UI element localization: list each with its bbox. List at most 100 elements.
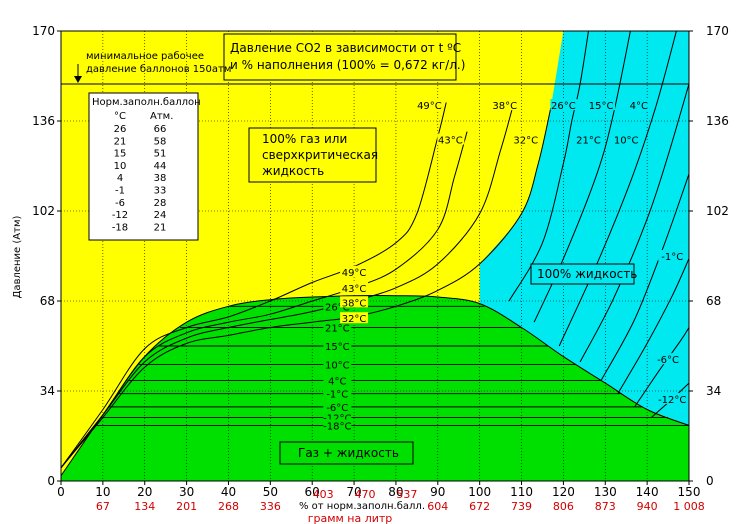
isotherm-label: 10°C xyxy=(614,136,639,147)
isotherm-curve xyxy=(558,30,677,347)
isotherm-label-bg xyxy=(613,133,641,145)
isotherm-curve xyxy=(60,131,468,469)
gas-region-label-2: сверхкритическая xyxy=(262,148,378,162)
min-pressure-label-1: минимальное рабочее xyxy=(86,51,204,62)
gram-tick-label: 268 xyxy=(218,500,239,513)
y-tick-label-right: 136 xyxy=(706,114,729,128)
y-tick-label-right: 68 xyxy=(706,294,721,308)
gram-tick-label: 67 xyxy=(96,500,110,513)
liquid-region-label: 100% жидкость xyxy=(537,267,637,281)
liquid-region-box: 100% жидкость xyxy=(530,263,637,285)
isotherm-label-bg xyxy=(323,411,352,423)
isotherm-curve xyxy=(579,83,690,363)
isotherm-label-bg xyxy=(588,99,616,111)
y-tick-label: 102 xyxy=(32,204,55,218)
isotherm-label-bg xyxy=(323,340,352,351)
isotherm-label: 32°C xyxy=(342,314,367,325)
x-tick-label: 140 xyxy=(636,485,659,499)
x-tick-label: 60 xyxy=(305,485,320,499)
inset-table-cell-temp: 4 xyxy=(117,173,123,184)
gram-tick-label: 940 xyxy=(637,500,658,513)
inset-table-cell-pressure: 58 xyxy=(154,136,167,147)
isotherm-label-bg xyxy=(323,400,352,412)
x-tick-label: 100 xyxy=(468,485,491,499)
isotherm-label-bg xyxy=(323,419,352,431)
inset-table-cell-pressure: 33 xyxy=(154,186,167,197)
isotherm-label: 21°C xyxy=(576,136,601,147)
y-tick-label: 136 xyxy=(32,114,55,128)
isotherm-label: 49°C xyxy=(342,268,367,279)
x-tick-label: 50 xyxy=(263,485,278,499)
isotherm-label: 43°C xyxy=(438,136,463,147)
gram-tick-label: 672 xyxy=(469,500,490,513)
arrow-down-icon xyxy=(74,76,82,83)
isotherm-label: -12°C xyxy=(658,395,686,406)
isotherm-label-bg xyxy=(340,265,369,277)
isotherm-curve xyxy=(600,173,690,381)
x-tick-label: 30 xyxy=(179,485,194,499)
isotherm-label: 38°C xyxy=(492,101,517,112)
x-tick-label: 10 xyxy=(95,485,110,499)
isotherm-curve xyxy=(60,107,552,469)
isotherm-curve xyxy=(617,258,690,394)
y-tick-label-right: 170 xyxy=(706,24,729,38)
isotherm-label-bg xyxy=(550,99,578,111)
min-pressure-annotation: минимальное рабочее давление баллонов 15… xyxy=(74,51,231,83)
inset-table-cell-temp: -1 xyxy=(115,186,125,197)
y-axis-title: Давление (Атм) xyxy=(12,216,23,299)
isotherm-label-bg xyxy=(512,133,540,145)
isotherm-label-bg xyxy=(625,99,653,111)
isotherm-label: 4°C xyxy=(328,376,346,387)
isotherm-label: -6°C xyxy=(657,355,679,366)
isotherm-label-bg xyxy=(323,387,352,399)
isotherm-label-bg xyxy=(575,133,603,145)
x-tick-label: 150 xyxy=(678,485,701,499)
inset-table-cell-pressure: 28 xyxy=(154,198,167,209)
inset-table-cell-temp: -12 xyxy=(112,210,128,221)
isotherm-label: -18°C xyxy=(323,421,351,432)
y-tick-label-right: 34 xyxy=(706,384,721,398)
isotherm-label-bg xyxy=(654,353,684,365)
chart-subtitle: и % наполнения (100% = 0,672 кг/л.) xyxy=(230,58,465,72)
isotherm-label-bg xyxy=(323,358,352,370)
y-tick-label-right: 0 xyxy=(706,474,714,488)
y-tick-label: 34 xyxy=(40,384,55,398)
isotherm-curve xyxy=(60,104,514,469)
inset-table-cell-temp: -18 xyxy=(112,222,128,233)
gram-tick-label: 1 008 xyxy=(673,500,705,513)
isotherm-label-bg xyxy=(340,296,369,308)
gram-tick-label: 806 xyxy=(553,500,574,513)
x-tick-label: 120 xyxy=(552,485,575,499)
gram-tick-label: 201 xyxy=(176,500,197,513)
gram-tick-label: 336 xyxy=(260,500,281,513)
inset-table-cell-pressure: 38 xyxy=(154,173,167,184)
isotherm-label: -6°C xyxy=(326,403,348,414)
x-tick-label: 0 xyxy=(57,485,65,499)
isotherm-label-bg xyxy=(416,99,444,111)
x-tick-label: 90 xyxy=(430,485,445,499)
x-tick-label: 20 xyxy=(137,485,152,499)
isotherm-labels: 26°C21°C15°C10°C4°C-1°C-6°C-12°C-18°C49°… xyxy=(323,99,688,432)
isotherm-label: -1°C xyxy=(661,252,683,263)
y-tick-label: 0 xyxy=(47,474,55,488)
isotherm-label-bg xyxy=(658,250,688,261)
isotherm-label: 10°C xyxy=(325,361,350,372)
isotherm-label: -1°C xyxy=(326,390,348,401)
y-tick-label: 68 xyxy=(40,294,55,308)
two-phase-region-label: Газ + жидкость xyxy=(298,446,399,460)
isotherm-label: 15°C xyxy=(589,101,614,112)
isotherm-label: 15°C xyxy=(325,342,350,353)
y-tick-label: 170 xyxy=(32,24,55,38)
inset-table-cell-pressure: 21 xyxy=(154,222,167,233)
gram-tick-label: 604 xyxy=(427,500,448,513)
gas-region-box: 100% газ или сверхкритическая жидкость xyxy=(248,127,378,183)
isotherm-label: 49°C xyxy=(417,101,442,112)
x-axis-title-grams: грамм на литр xyxy=(308,512,393,524)
isotherm-curves xyxy=(60,30,690,469)
isotherm-label-bg xyxy=(340,281,369,293)
gram-tick-label: 739 xyxy=(511,500,532,513)
isotherm-label-bg xyxy=(658,392,688,404)
inset-table-col1-header: °C xyxy=(114,111,126,122)
inset-table-cell-temp: 26 xyxy=(114,124,127,135)
